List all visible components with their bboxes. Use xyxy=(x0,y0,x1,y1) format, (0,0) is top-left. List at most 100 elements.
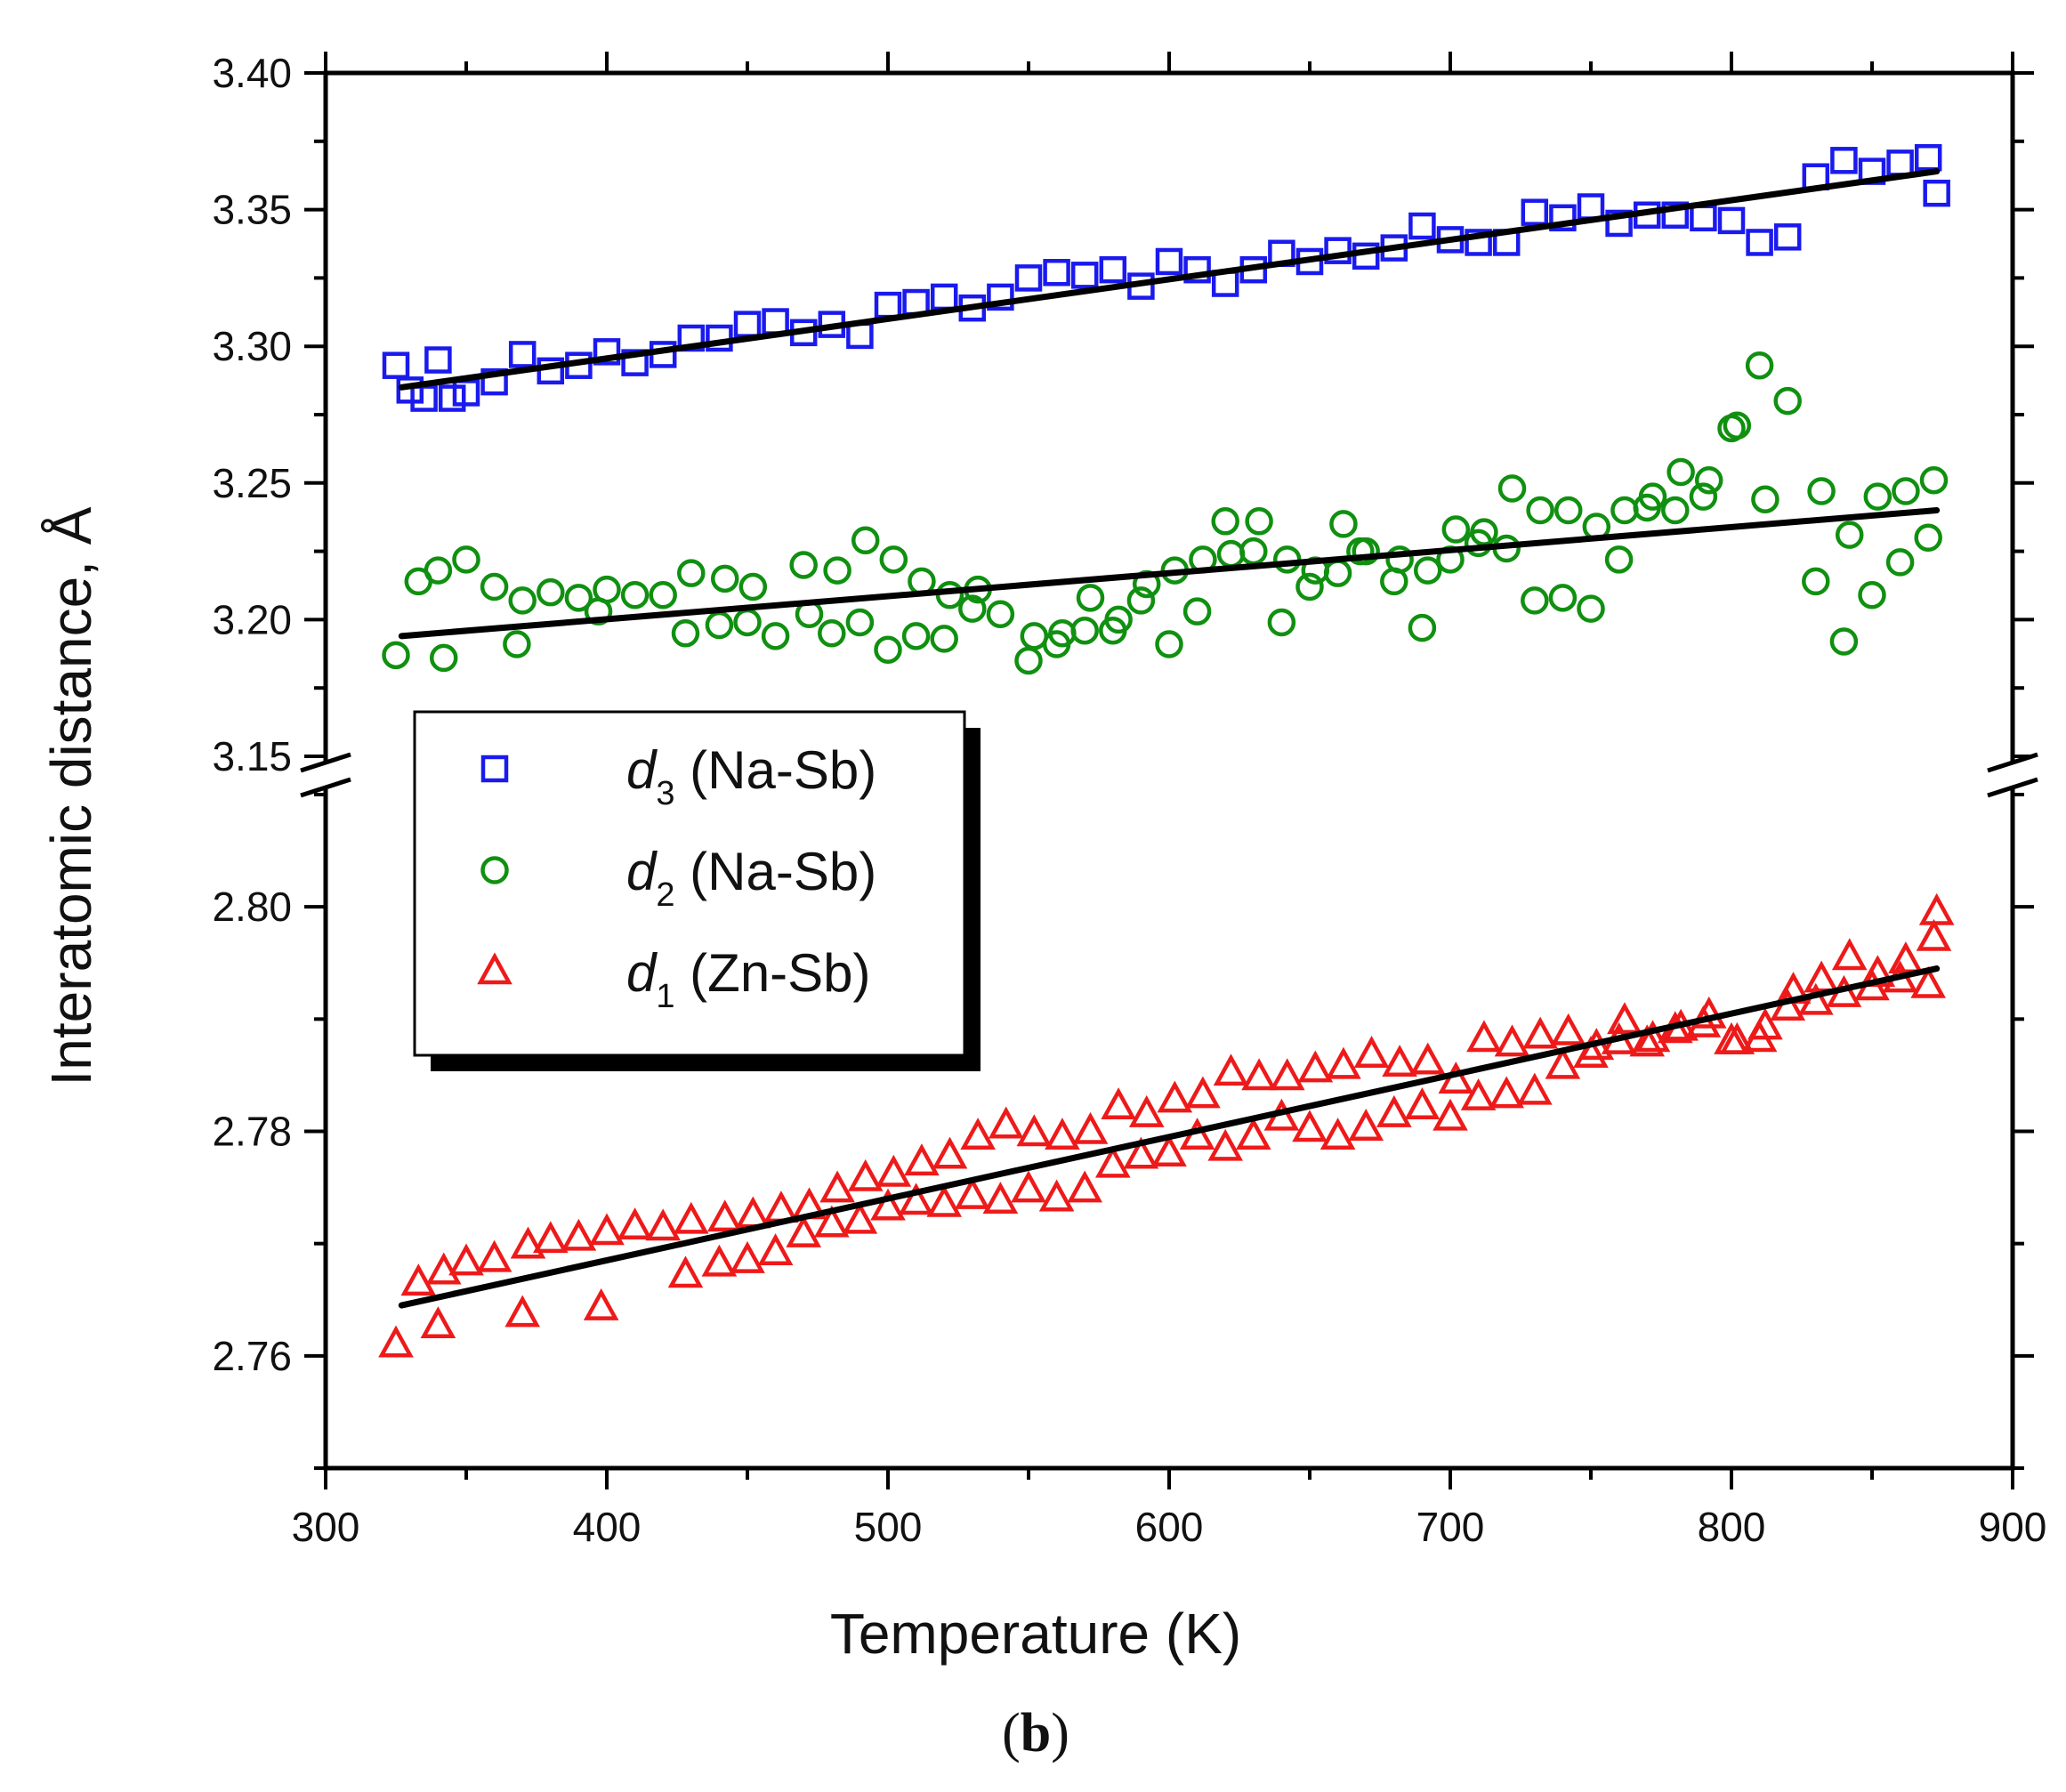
data-point-square xyxy=(1717,206,1746,235)
data-point-circle xyxy=(1245,507,1273,536)
x-tick-label: 900 xyxy=(1979,1504,2047,1550)
data-point-circle xyxy=(503,630,531,658)
data-point-triangle xyxy=(1629,1024,1666,1057)
data-point-triangle xyxy=(1910,965,1947,998)
y-tick-label: 3.40 xyxy=(212,50,292,96)
axis-break-mark-left xyxy=(300,777,351,798)
data-point-circle xyxy=(424,556,453,585)
data-point-circle xyxy=(1470,518,1498,546)
data-point-circle xyxy=(1267,608,1296,637)
data-point-square xyxy=(1155,247,1183,276)
data-point-square xyxy=(1408,212,1436,240)
data-point-square xyxy=(1773,223,1802,251)
data-point-square xyxy=(1014,264,1043,292)
data-point-circle xyxy=(1829,627,1859,656)
data-point-circle xyxy=(1385,545,1414,574)
legend-label: d2 (Na-Sb) xyxy=(626,842,876,914)
data-point-circle xyxy=(1413,556,1442,585)
data-point-triangle xyxy=(476,1239,512,1272)
data-point-triangle xyxy=(1151,1134,1187,1166)
y-tick-label: 3.30 xyxy=(212,323,292,369)
data-point-circle xyxy=(677,559,706,587)
data-point-triangle xyxy=(847,1158,884,1191)
data-point-triangle xyxy=(1404,1087,1441,1119)
data-point-circle xyxy=(738,572,768,601)
data-point-square xyxy=(1746,229,1773,256)
data-point-triangle xyxy=(1860,955,1896,988)
legend-suffix: (Zn-Sb) xyxy=(675,943,871,1003)
data-point-triangle xyxy=(1409,1042,1446,1075)
data-point-circle xyxy=(1497,474,1527,503)
data-point-square xyxy=(1914,143,1942,172)
data-point-circle xyxy=(593,575,621,604)
data-point-square xyxy=(1070,262,1099,289)
x-tick-label: 500 xyxy=(854,1504,923,1550)
data-point-triangle xyxy=(420,1306,456,1339)
data-point-circle xyxy=(1745,351,1774,380)
data-point-triangle xyxy=(1207,1128,1244,1161)
data-point-triangle xyxy=(1094,1145,1131,1178)
caption-close: ) xyxy=(1051,1703,1069,1764)
data-point-circle xyxy=(1577,594,1605,623)
data-point-triangle xyxy=(1157,1080,1193,1113)
data-point-triangle xyxy=(1292,1110,1328,1142)
data-point-triangle xyxy=(1494,1024,1530,1057)
data-point-circle xyxy=(1352,537,1380,566)
figure-caption: (b) xyxy=(1002,1703,1069,1764)
data-point-circle xyxy=(537,577,565,607)
legend-label: d3 (Na-Sb) xyxy=(626,740,876,812)
data-point-circle xyxy=(1667,457,1695,487)
legend-subscript: 3 xyxy=(656,775,674,812)
legend-suffix: (Na-Sb) xyxy=(675,842,877,901)
plot-area: 300 400 500 600 700 800 900 3.15 3.20 3.25 3.30 3.3… xyxy=(212,50,2046,1550)
data-point-triangle xyxy=(701,1244,738,1277)
data-point-triangle xyxy=(870,1188,906,1221)
data-point-square xyxy=(1324,237,1352,264)
data-point-triangle xyxy=(1691,996,1727,1029)
data-point-triangle xyxy=(1466,1020,1502,1053)
data-point-circle xyxy=(1211,507,1239,536)
data-point-square xyxy=(1661,201,1690,229)
data-point-circle xyxy=(1914,523,1942,552)
data-point-square xyxy=(396,376,424,404)
data-point-circle xyxy=(1070,616,1099,645)
legend-marker-square xyxy=(480,755,509,783)
data-point-square xyxy=(1605,209,1633,238)
data-point-triangle xyxy=(589,1213,625,1246)
data-point-triangle xyxy=(583,1287,619,1320)
data-point-triangle xyxy=(645,1208,682,1241)
data-point-triangle xyxy=(842,1201,878,1234)
data-point-circle xyxy=(1723,411,1752,440)
data-point-triangle xyxy=(532,1221,569,1254)
y-tick-label: 3.15 xyxy=(212,733,292,779)
data-point-triangle xyxy=(1797,982,1834,1015)
data-point-triangle xyxy=(1011,1170,1046,1203)
x-tick-label: 800 xyxy=(1698,1504,1766,1550)
data-point-triangle xyxy=(1432,1098,1468,1131)
data-point-triangle xyxy=(954,1177,990,1209)
data-point-circle xyxy=(1858,581,1886,609)
data-point-circle xyxy=(901,622,931,650)
data-point-circle xyxy=(1773,386,1802,416)
data-point-square xyxy=(1465,229,1492,256)
data-point-triangle xyxy=(1319,1118,1356,1150)
x-tick-label: 300 xyxy=(292,1504,360,1550)
data-point-triangle xyxy=(617,1207,653,1239)
data-point-triangle xyxy=(1804,960,1839,993)
y-tick-label: 3.35 xyxy=(212,187,292,233)
data-point-circle xyxy=(1295,572,1324,601)
data-point-square xyxy=(1521,198,1549,226)
data-point-circle xyxy=(958,594,987,623)
data-point-circle xyxy=(1807,477,1836,505)
data-point-square xyxy=(1830,147,1858,174)
data-point-triangle xyxy=(1545,1046,1581,1079)
data-point-triangle xyxy=(378,1325,414,1358)
data-point-triangle xyxy=(1916,918,1952,951)
data-point-circle xyxy=(480,572,509,601)
data-point-circle xyxy=(1751,485,1780,513)
data-point-triangle xyxy=(1550,1013,1586,1045)
data-point-triangle xyxy=(504,1295,541,1328)
data-point-triangle xyxy=(1045,1118,1080,1150)
data-point-triangle xyxy=(561,1218,597,1251)
